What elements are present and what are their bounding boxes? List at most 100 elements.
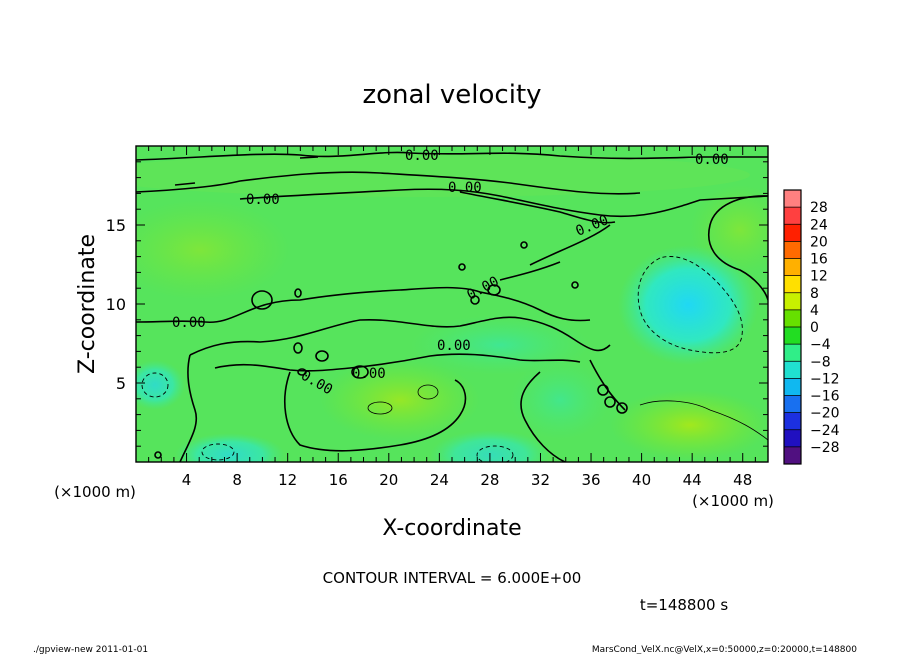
contour-island-5 — [470, 295, 480, 305]
colorbar-swatch — [784, 395, 801, 414]
colorbar-swatch — [784, 207, 801, 225]
contour-island-14 — [571, 281, 579, 289]
field-blob-lower-teal-3 — [136, 360, 185, 410]
field-blob-right-positive — [610, 390, 768, 460]
x-tick-label: 28 — [480, 471, 499, 489]
contour-lower-right — [520, 371, 566, 462]
chart-title: zonal velocity — [362, 80, 541, 110]
contour-island-8 — [520, 241, 528, 249]
contour-island-2 — [294, 288, 302, 298]
colorbar-label: 0 — [810, 320, 819, 336]
colorbar-label: −28 — [810, 440, 840, 456]
negative-contour-bottom-1 — [201, 443, 235, 461]
colorbar-label: 4 — [810, 303, 819, 319]
colorbar-label: −20 — [810, 406, 840, 422]
contour-island-12 — [297, 368, 307, 376]
colorbar-swatch — [784, 224, 801, 242]
colorbar-swatch — [784, 292, 801, 311]
contour-island-7 — [458, 263, 466, 271]
colorbar-swatch — [784, 327, 801, 345]
colorbar-swatch — [784, 446, 801, 465]
negative-contours — [141, 256, 743, 462]
contour-mid-band — [189, 316, 611, 356]
contour-top-small — [174, 156, 319, 186]
x-tick-label: 36 — [581, 471, 600, 489]
contour-label: 0.00 — [405, 148, 439, 164]
contour-island-10 — [604, 396, 616, 408]
y-axis: 5 10 15 — [106, 145, 768, 463]
contour-island-1 — [251, 290, 273, 310]
x-tick-label: 12 — [278, 471, 297, 489]
contour-mid-left — [136, 286, 591, 323]
contour-labels: 0.00 0.00 0.00 0.00 0.00 0.00 0.00 0.00 … — [172, 148, 729, 398]
contour-diagonal — [499, 224, 611, 281]
contour-label: 0.00 — [172, 315, 206, 331]
field-blob-left-yellowish — [136, 200, 290, 300]
x-tick-label: 44 — [683, 471, 702, 489]
colorbar-swatch — [784, 275, 801, 294]
negative-contour-left — [141, 372, 169, 398]
y-axis-title: Z-coordinate — [75, 234, 100, 374]
colorbar-label: −4 — [810, 337, 831, 353]
colorbar-label: 8 — [810, 286, 819, 302]
negative-contour-bottom-2 — [476, 445, 514, 462]
colorbar-swatch — [784, 344, 801, 362]
x-unit-label: (×1000 m) — [692, 492, 774, 510]
y-tick-label: 15 — [106, 216, 126, 235]
colorbar-swatch — [784, 190, 801, 208]
contour-island-11 — [616, 402, 628, 414]
positive-contour-1 — [367, 401, 393, 415]
contour-lower-right-2 — [589, 359, 626, 411]
contour-left-vertical — [179, 354, 198, 462]
x-axis-title: X-coordinate — [382, 516, 521, 541]
positive-contour-3 — [639, 400, 768, 441]
x-tick-label: 24 — [430, 471, 449, 489]
contour-label: 0.00 — [448, 180, 482, 196]
contour-label: 0.00 — [352, 366, 386, 382]
x-tick-label: 32 — [531, 471, 550, 489]
contour-lower-loop-center — [284, 371, 467, 452]
contour-interval: CONTOUR INTERVAL = 6.000E+00 — [323, 569, 582, 587]
x-tick-label: 4 — [182, 471, 192, 489]
contour-upper-3 — [459, 191, 616, 224]
positive-contours — [367, 384, 768, 441]
x-axis: 4 8 12 16 20 24 28 32 36 40 44 48 — [135, 146, 769, 489]
contour-island-4 — [315, 350, 329, 362]
colorbar-swatch — [784, 309, 801, 328]
colorbar-label: 28 — [810, 200, 828, 216]
contour-upper-1 — [136, 171, 641, 195]
field-blob-mid-right — [510, 360, 610, 440]
contour-island-6 — [487, 284, 501, 296]
colorbar-label: −24 — [810, 423, 840, 439]
y-tick-label: 10 — [106, 295, 126, 314]
colorbar-label: −16 — [810, 389, 840, 405]
y-tick-label: 5 — [116, 374, 126, 393]
contour-label: 0.00 — [695, 152, 729, 168]
field-blob-upper-band — [136, 153, 750, 197]
contour-lines — [136, 151, 768, 462]
footer-left: ./gpview-new 2011-01-01 — [33, 645, 148, 654]
field-blob-center-yellowish — [320, 360, 480, 440]
contour-island-3 — [293, 342, 303, 354]
field-blob-lower-teal-1 — [175, 433, 285, 462]
contour-island-13 — [351, 365, 369, 379]
colorbar-label: −12 — [810, 371, 840, 387]
z-unit-label: (×1000 m) — [54, 483, 136, 501]
colorbar-label: 24 — [810, 217, 828, 233]
colorbar-swatch — [784, 361, 801, 379]
footer-right: MarsCond_VelX.nc@VelX,x=0:50000,z=0:2000… — [592, 645, 857, 654]
contour-island-9 — [597, 384, 609, 396]
x-tick-label: 8 — [232, 471, 242, 489]
field-blob-neg-core — [618, 245, 758, 365]
colorbar-swatch — [784, 412, 801, 431]
colorbar-label: 20 — [810, 234, 828, 250]
contour-mid-lower — [214, 353, 581, 372]
x-tick-label: 16 — [329, 471, 348, 489]
negative-contour-core — [637, 256, 743, 354]
colorbar-swatch — [784, 429, 801, 448]
contour-label: 0.00 — [246, 192, 280, 208]
x-tick-label: 40 — [632, 471, 651, 489]
x-tick-label: 20 — [379, 471, 398, 489]
